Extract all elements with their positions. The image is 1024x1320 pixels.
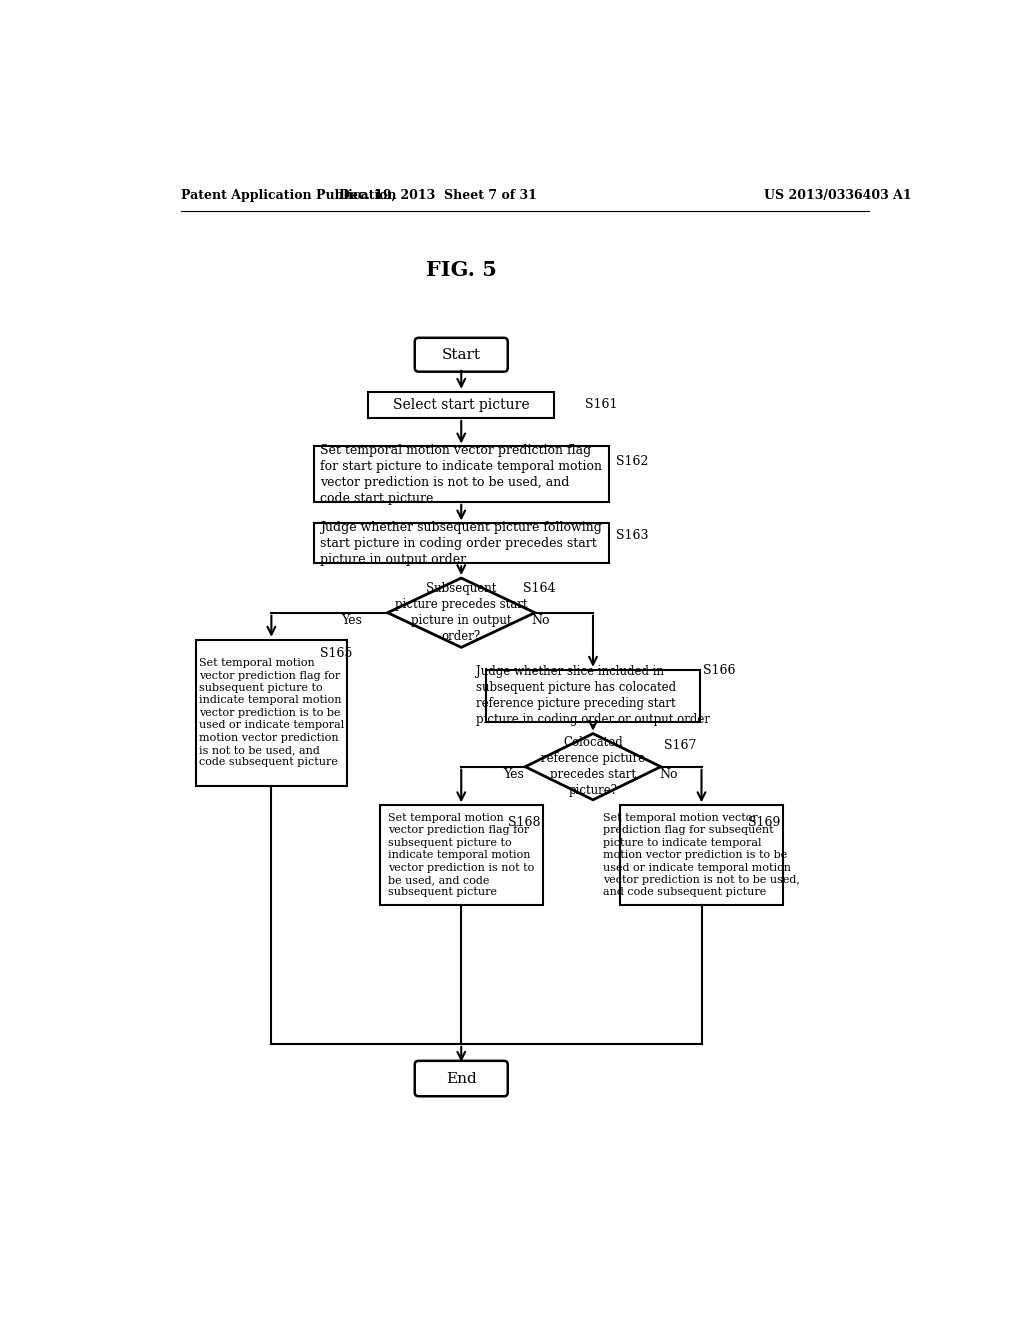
Text: No: No bbox=[531, 614, 550, 627]
Bar bbox=[369, 392, 554, 418]
Text: S165: S165 bbox=[321, 647, 352, 660]
Text: End: End bbox=[445, 1072, 476, 1085]
Bar bbox=[621, 805, 783, 906]
Bar bbox=[380, 805, 543, 906]
Text: Subsequent
picture precedes start
picture in output
order?: Subsequent picture precedes start pictur… bbox=[395, 582, 527, 643]
Text: No: No bbox=[659, 768, 678, 781]
Bar bbox=[314, 446, 608, 502]
Bar bbox=[314, 524, 608, 564]
Bar bbox=[486, 669, 699, 722]
Text: S162: S162 bbox=[616, 455, 648, 469]
Text: S168: S168 bbox=[508, 816, 541, 829]
Text: Set temporal motion
vector prediction flag for
subsequent picture to
indicate te: Set temporal motion vector prediction fl… bbox=[388, 813, 535, 898]
Text: S166: S166 bbox=[703, 664, 735, 677]
Text: S163: S163 bbox=[616, 529, 649, 543]
Text: Colocated
reference picture
precedes start
picture?: Colocated reference picture precedes sta… bbox=[541, 737, 645, 797]
Text: Patent Application Publication: Patent Application Publication bbox=[180, 189, 396, 202]
Polygon shape bbox=[525, 734, 660, 800]
Text: Set temporal motion vector
prediction flag for subsequent
picture to indicate te: Set temporal motion vector prediction fl… bbox=[603, 813, 800, 898]
Text: Set temporal motion
vector prediction flag for
subsequent picture to
indicate te: Set temporal motion vector prediction fl… bbox=[199, 659, 344, 767]
Text: FIG. 5: FIG. 5 bbox=[426, 260, 497, 280]
Text: Set temporal motion vector prediction flag
for start picture to indicate tempora: Set temporal motion vector prediction fl… bbox=[321, 444, 602, 504]
Text: Judge whether subsequent picture following
start picture in coding order precede: Judge whether subsequent picture followi… bbox=[321, 521, 602, 566]
Text: S164: S164 bbox=[523, 582, 556, 594]
Text: S167: S167 bbox=[665, 739, 696, 751]
FancyBboxPatch shape bbox=[415, 338, 508, 372]
Text: Start: Start bbox=[441, 347, 480, 362]
Text: Yes: Yes bbox=[341, 614, 361, 627]
Polygon shape bbox=[388, 578, 535, 647]
Text: S161: S161 bbox=[586, 399, 617, 412]
Text: Yes: Yes bbox=[504, 768, 524, 781]
Text: Dec. 19, 2013  Sheet 7 of 31: Dec. 19, 2013 Sheet 7 of 31 bbox=[339, 189, 537, 202]
Text: S169: S169 bbox=[748, 816, 780, 829]
Text: US 2013/0336403 A1: US 2013/0336403 A1 bbox=[764, 189, 911, 202]
Bar bbox=[196, 640, 347, 785]
Text: Judge whether slice included in
subsequent picture has colocated
reference pictu: Judge whether slice included in subseque… bbox=[476, 665, 710, 726]
FancyBboxPatch shape bbox=[415, 1061, 508, 1096]
Text: Select start picture: Select start picture bbox=[393, 397, 529, 412]
